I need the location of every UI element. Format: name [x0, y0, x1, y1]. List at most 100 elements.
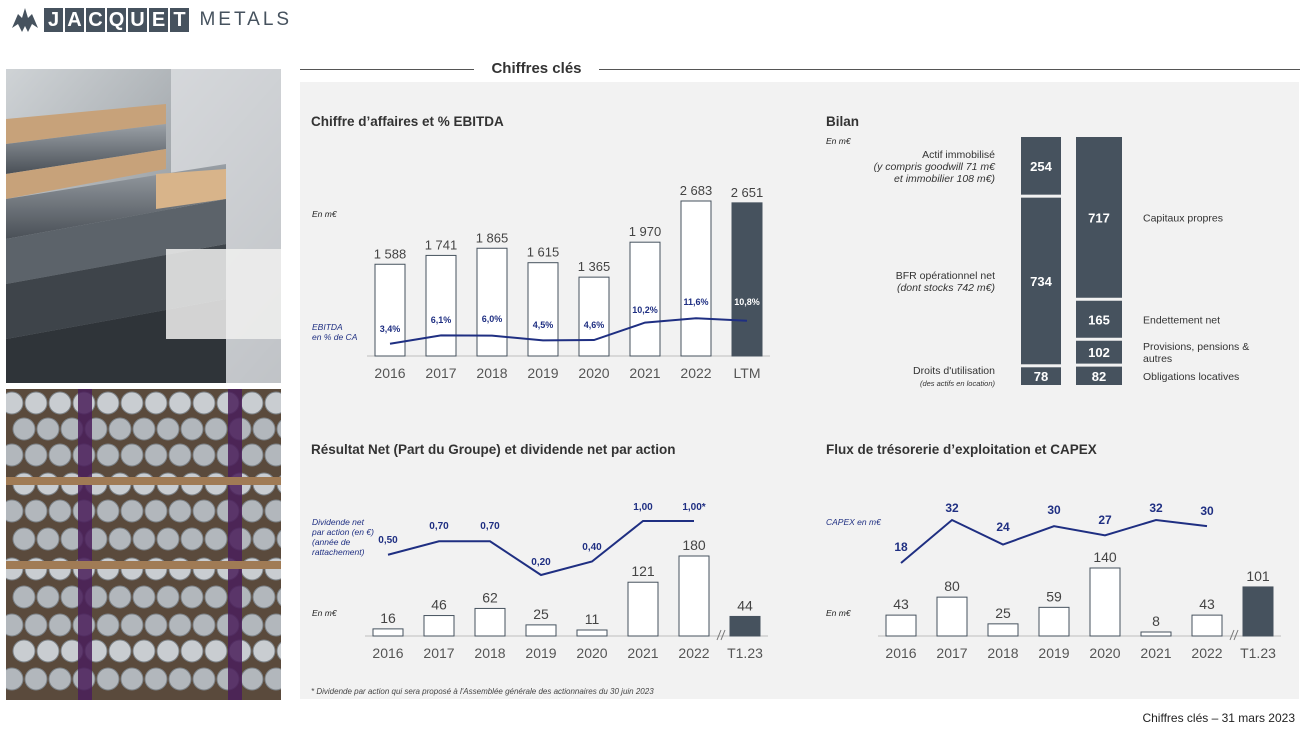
bar	[680, 200, 712, 357]
bar	[1038, 606, 1070, 637]
balance-label: Droits d'utilisation	[913, 365, 995, 377]
category-label: 2020	[1089, 645, 1120, 661]
line-value-label: 1,00	[633, 502, 653, 513]
ebitda-line-label: EBITDA en % de CA	[312, 322, 357, 342]
bar	[629, 241, 661, 357]
balance-label: Endettement net	[1143, 314, 1220, 326]
bar-value-label: 11	[585, 611, 600, 627]
series-line	[900, 518, 1208, 564]
logo-letter: T	[170, 8, 189, 32]
net-result-chart-title: Résultat Net (Part du Groupe) et dividen…	[311, 442, 676, 457]
line-value-label: 6,0%	[482, 314, 503, 324]
balance-block-value: 102	[1088, 345, 1110, 360]
logo-letter: J	[44, 8, 63, 32]
balance-block-value: 717	[1088, 210, 1110, 225]
line-value-label: 24	[996, 520, 1010, 534]
footer-caption: Chiffres clés – 31 mars 2023	[1142, 711, 1295, 725]
logo-letter: A	[65, 8, 84, 32]
balance-block-value: 82	[1092, 369, 1106, 384]
balance-block	[1076, 340, 1122, 364]
bar	[936, 596, 968, 637]
category-label: 2021	[629, 365, 660, 381]
balance-block	[1076, 366, 1122, 385]
bar	[476, 247, 508, 357]
category-label: 2018	[476, 365, 507, 381]
category-label: 2022	[1191, 645, 1222, 661]
bar-value-label: 25	[533, 606, 549, 622]
bar-value-label: 2 651	[731, 185, 764, 200]
category-label: 2019	[1038, 645, 1069, 661]
category-label: 2016	[885, 645, 916, 661]
line-value-label: 0,70	[429, 521, 449, 532]
line-value-label: 18	[894, 540, 908, 554]
balance-label: autres	[1143, 353, 1172, 365]
balance-label: BFR opérationnel net	[896, 270, 995, 282]
logo-letter: Q	[107, 8, 126, 32]
line-value-label: 32	[945, 501, 959, 515]
bar	[1242, 586, 1274, 637]
bar	[678, 555, 710, 637]
bar-value-label: 1 865	[476, 230, 509, 245]
bar-value-label: 80	[944, 578, 960, 594]
bar-value-label: 1 741	[425, 237, 458, 252]
line-value-label: 3,4%	[380, 324, 401, 334]
net-result-dividend-chart: 16 2016 46 2017 62 2018 25 2019 11 2020 121 2021 180…	[365, 502, 768, 661]
line-value-label: 0,70	[480, 521, 500, 532]
balance-label: et immobilier 108 m€)	[894, 173, 995, 185]
bar-value-label: 59	[1046, 588, 1062, 604]
balance-label: Capitaux propres	[1143, 212, 1223, 224]
logo-letter: E	[149, 8, 168, 32]
bar-value-label: 43	[1199, 596, 1215, 612]
line-value-label: 6,1%	[431, 315, 452, 325]
dividend-label-line4: rattachement)	[312, 547, 365, 557]
cashflow-chart-title: Flux de trésorerie d’exploitation et CAP…	[826, 442, 1097, 457]
line-value-label: 4,6%	[584, 320, 605, 330]
balance-block-value: 254	[1030, 159, 1052, 174]
category-label: 2019	[525, 645, 556, 661]
bar-value-label: 121	[631, 563, 655, 579]
bar	[372, 628, 404, 637]
category-label: 2020	[576, 645, 607, 661]
bar-value-label: 2 683	[680, 183, 713, 198]
bar	[1191, 614, 1223, 637]
balance-block	[1076, 137, 1122, 298]
line-value-label: 32	[1149, 501, 1163, 515]
title-divider-right	[599, 69, 1300, 70]
bar-value-label: 43	[893, 596, 909, 612]
balance-block-value: 165	[1088, 312, 1110, 327]
bar-value-label: 180	[682, 537, 706, 553]
balance-sheet-chart: 254 Actif immobilisé(y compris goodwill 7…	[874, 137, 1249, 388]
balance-block-value: 78	[1034, 369, 1048, 384]
revenue-chart-title: Chiffre d’affaires et % EBITDA	[311, 114, 504, 129]
category-label: 2019	[527, 365, 558, 381]
axis-break-mark	[1229, 629, 1235, 641]
bar	[627, 581, 659, 637]
bar	[374, 263, 406, 357]
balance-block	[1021, 137, 1061, 195]
bar-value-label: 1 615	[527, 245, 560, 260]
bar-value-label: 62	[482, 589, 498, 605]
bar	[731, 202, 763, 357]
balance-block	[1076, 300, 1122, 338]
line-value-label: 10,2%	[632, 305, 658, 315]
balance-unit-label: En m€	[826, 136, 851, 146]
balance-block-value: 734	[1030, 274, 1052, 289]
ebitda-label-line1: EBITDA	[312, 322, 343, 332]
category-label: 2017	[936, 645, 967, 661]
category-label: 2018	[987, 645, 1018, 661]
bar-value-label: 8	[1152, 613, 1160, 629]
axis-break-mark	[716, 629, 722, 641]
series-line	[387, 520, 694, 577]
line-value-label: 0,50	[378, 535, 398, 546]
balance-label: Obligations locatives	[1143, 371, 1239, 383]
key-figures-panel	[300, 82, 1299, 699]
category-label: 2017	[425, 365, 456, 381]
category-label: 2016	[372, 645, 403, 661]
category-label: T1.23	[1240, 645, 1276, 661]
logo-letter: C	[86, 8, 105, 32]
line-value-label: 30	[1200, 504, 1214, 518]
bar-value-label: 140	[1093, 549, 1117, 565]
bar	[576, 629, 608, 637]
